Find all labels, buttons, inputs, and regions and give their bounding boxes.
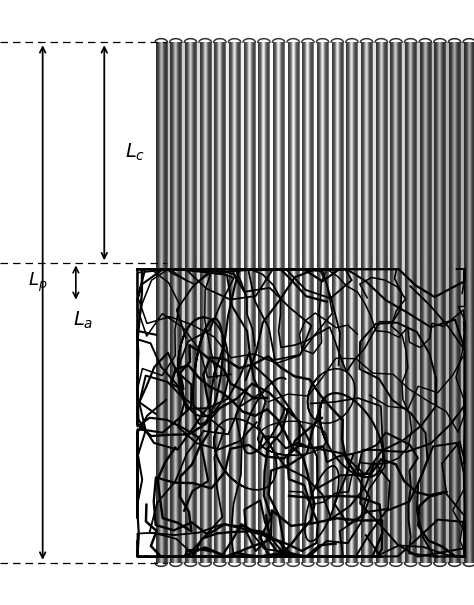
- Text: $L_a$: $L_a$: [73, 310, 93, 332]
- Text: $L_p$: $L_p$: [28, 271, 48, 294]
- Text: $L_c$: $L_c$: [125, 142, 145, 163]
